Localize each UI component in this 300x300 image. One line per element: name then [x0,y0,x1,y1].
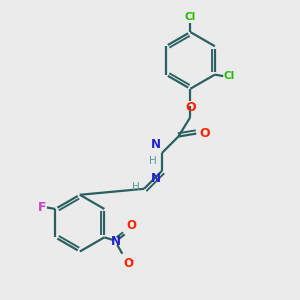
Text: F: F [38,201,46,214]
Text: O: O [199,127,210,140]
Text: O: O [185,101,196,114]
Text: O: O [127,219,137,232]
Text: O: O [124,257,134,270]
Text: N: N [151,172,160,185]
Text: Cl: Cl [185,12,196,22]
Text: N: N [111,235,121,248]
Text: N: N [151,138,160,151]
Text: Cl: Cl [224,71,235,81]
Text: H: H [149,156,157,166]
Text: H: H [132,182,140,192]
Text: ⁻: ⁻ [128,258,134,268]
